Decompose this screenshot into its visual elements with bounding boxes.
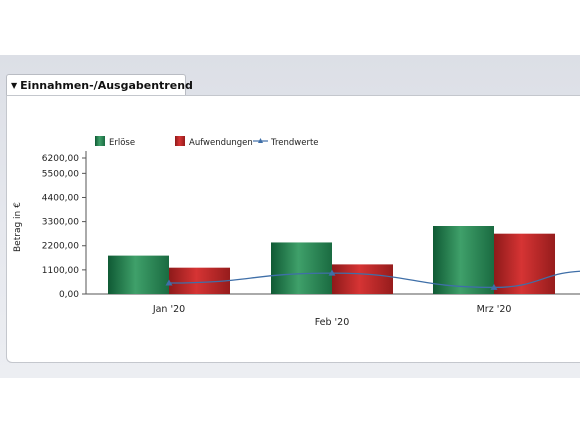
y-tick-labels: 6200,00 5500,00 4400,00 3300,00 2200,00 1100,… — [42, 154, 86, 300]
legend-marker-trend-icon — [258, 138, 263, 143]
bar-erloese[interactable] — [433, 226, 494, 294]
trend-marker[interactable] — [490, 283, 498, 290]
bar-erloese[interactable] — [108, 255, 169, 294]
y-tick-label: 3300,00 — [42, 218, 79, 228]
legend-swatch-aufwendungen — [175, 136, 185, 146]
bars-group — [108, 226, 555, 294]
legend-label-trend: Trendwerte — [270, 138, 319, 148]
bar-aufwendungen[interactable] — [332, 264, 393, 294]
y-tick-label: 6200,00 — [42, 154, 79, 164]
y-tick-label: 5500,00 — [42, 169, 79, 179]
y-tick-label: 2200,00 — [42, 242, 79, 252]
y-tick-label: 1100,00 — [42, 266, 79, 276]
y-tick-label: 0,00 — [59, 290, 79, 300]
legend-swatch-erloese — [95, 136, 105, 146]
x-tick-label: Mrz '20 — [477, 304, 512, 315]
trend-marker[interactable] — [165, 279, 173, 286]
legend-label-erloese: Erlöse — [109, 138, 135, 148]
trend-marker[interactable] — [328, 269, 336, 276]
widget-title: Einnahmen-/Ausgabentrend — [20, 79, 193, 92]
y-tick-label: 4400,00 — [42, 193, 79, 203]
legend: Erlöse Aufwendungen Trendwerte — [95, 136, 319, 148]
x-tick-labels: Jan '20 Feb '20 Mrz '20 — [152, 304, 512, 328]
collapse-triangle-icon[interactable]: ▼ — [11, 81, 18, 90]
bar-erloese[interactable] — [271, 242, 332, 294]
widget-tab[interactable]: ▼ Einnahmen-/Ausgabentrend — [6, 74, 193, 96]
x-tick-label: Jan '20 — [152, 304, 185, 315]
y-axis-title: Betrag in € — [13, 202, 23, 252]
x-tick-label: Feb '20 — [315, 317, 350, 328]
trend-line — [168, 270, 580, 289]
trend-group — [165, 269, 580, 290]
legend-label-aufwendungen: Aufwendungen — [189, 138, 253, 148]
